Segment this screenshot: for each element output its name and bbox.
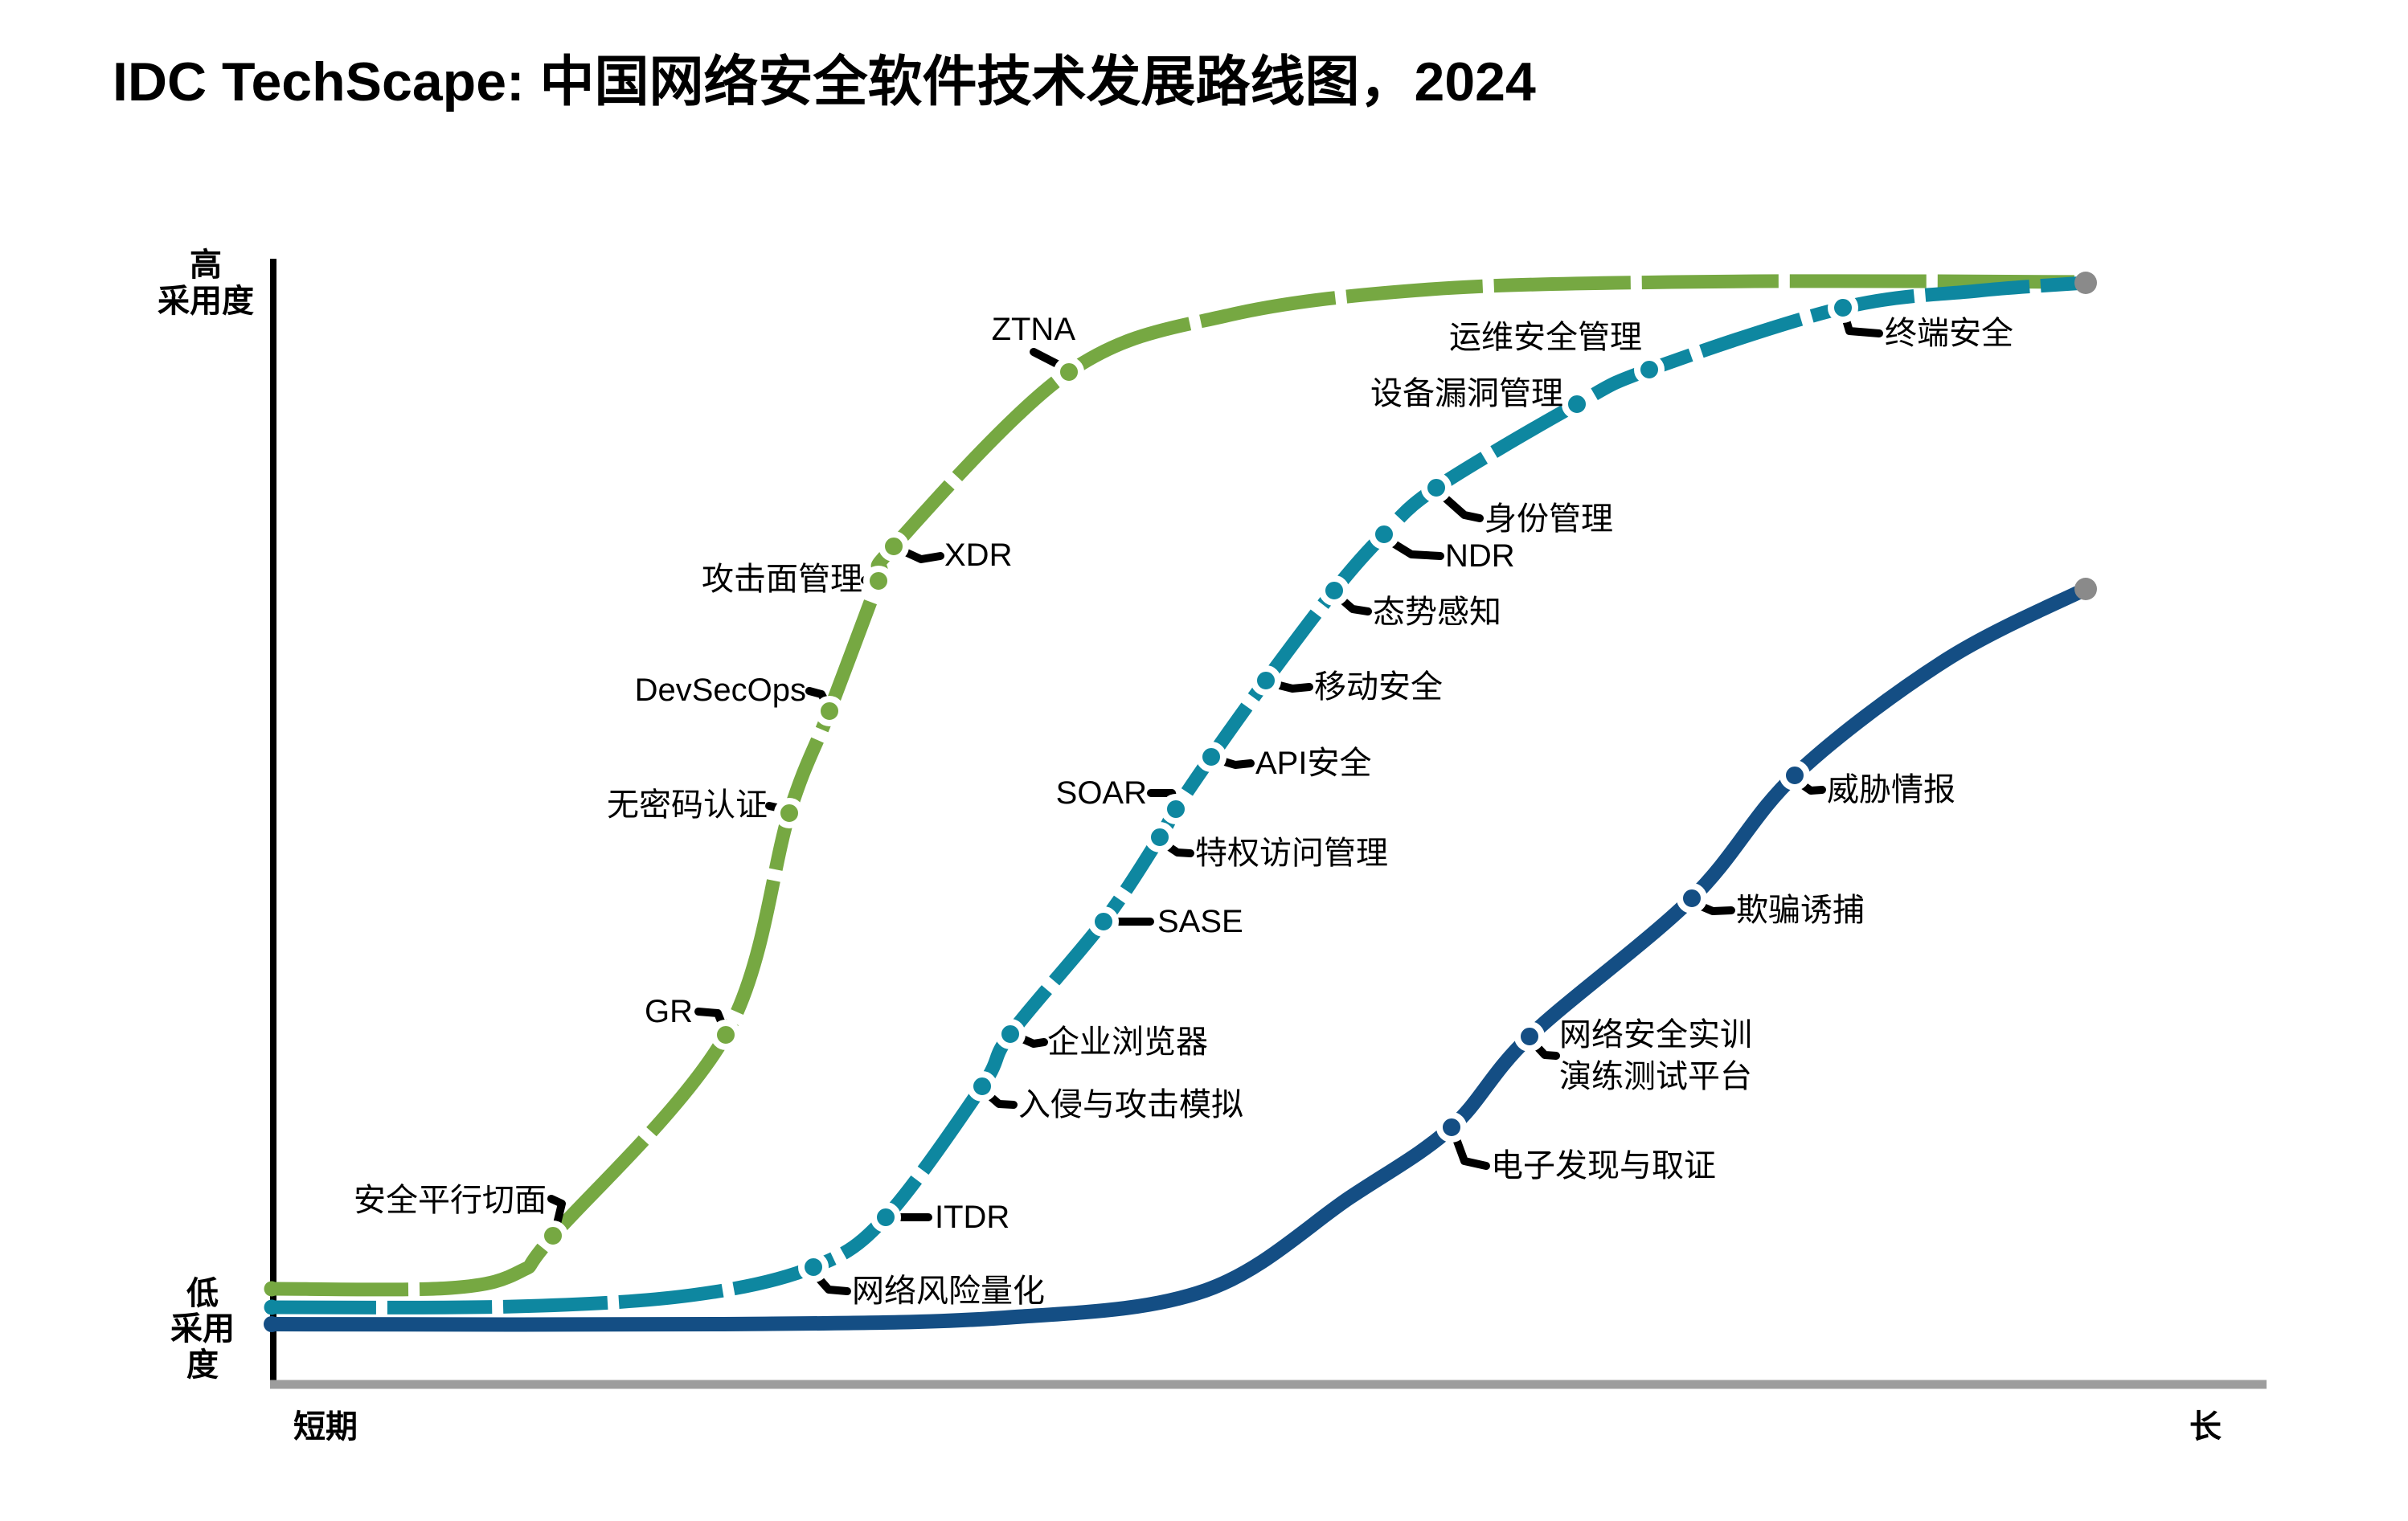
technology-label: 演练测试平台 — [1559, 1059, 1752, 1094]
technology-label: 网络安全实训 — [1559, 1017, 1752, 1053]
technology-point-dot — [1677, 883, 1707, 914]
technology-label: 电子发现与取证 — [1491, 1148, 1716, 1184]
technology-point-dot — [870, 1202, 901, 1233]
chart-title: IDC TechScape: 中国网络安全软件技术发展路线图，2024 — [113, 51, 1536, 112]
technology-point-dot — [1319, 575, 1349, 606]
y-axis-high-label-line1: 高 — [190, 247, 222, 283]
technology-label: 特权访问管理 — [1195, 836, 1388, 871]
technology-label: 身份管理 — [1485, 501, 1613, 537]
technology-label: 网络风险量化 — [852, 1274, 1045, 1309]
green-curve-start-cap — [264, 1281, 280, 1297]
leader-line — [1017, 1034, 1048, 1048]
technology-label: ZTNA — [992, 312, 1076, 347]
technology-label: DevSecOps — [635, 673, 806, 708]
leader-line — [1439, 492, 1484, 522]
technology-point-dot — [1421, 472, 1452, 503]
technology-label: NDR — [1445, 538, 1515, 574]
technology-point-dot — [1514, 1021, 1545, 1052]
blue-curve-start-cap — [264, 1316, 280, 1332]
leader-line — [813, 1273, 851, 1295]
technology-point-dot — [1088, 906, 1119, 937]
technology-label: XDR — [944, 538, 1012, 573]
technology-label: 设备漏洞管理 — [1370, 376, 1563, 411]
adoption-blue-curve — [271, 582, 2090, 1332]
technology-label: 入侵与攻击模拟 — [1018, 1087, 1243, 1122]
leader-line — [1272, 681, 1313, 693]
technology-label: 运维安全管理 — [1449, 320, 1642, 355]
technology-label: 态势感知 — [1373, 595, 1501, 630]
technology-label: SASE — [1157, 904, 1243, 939]
technology-label: 攻击面管理 — [702, 562, 862, 597]
technology-point-dot — [1161, 794, 1191, 824]
technology-label: 终端安全 — [1885, 316, 2013, 351]
curves-group: 安全平行切面 GR 无密码认证 DevSecOps 攻击面管理 XDR ZTNA 网络风险量化… — [264, 272, 2097, 1332]
technology-label: ITDR — [935, 1200, 1009, 1235]
leader-line — [547, 1195, 566, 1228]
y-axis-low-label-line1: 低 — [186, 1276, 219, 1311]
technology-point-dot — [1828, 292, 1858, 323]
technology-point-dot — [967, 1071, 997, 1102]
technology-point-dot — [995, 1019, 1026, 1049]
technology-point-dot — [1634, 354, 1665, 385]
technology-point-dot — [1436, 1112, 1467, 1143]
leader-line — [898, 546, 944, 563]
y-axis-low-label-line2: 采用 — [170, 1311, 235, 1347]
technology-point-dot — [1251, 665, 1281, 696]
technology-point-dot — [1779, 760, 1810, 791]
technology-point-dot — [863, 566, 894, 596]
technology-point-dot — [814, 696, 845, 726]
technology-label: 企业浏览器 — [1047, 1024, 1208, 1060]
teal-curve-start-cap — [264, 1299, 280, 1315]
technology-label: 移动安全 — [1314, 669, 1443, 705]
technology-point-dot — [1562, 389, 1592, 419]
technology-point-dot — [798, 1252, 829, 1282]
technology-point-dot — [1054, 357, 1084, 387]
technology-label: GR — [645, 994, 693, 1029]
technology-point-dot — [1369, 519, 1399, 550]
technology-label: 无密码认证 — [607, 787, 768, 823]
technology-label: 安全平行切面 — [354, 1183, 547, 1218]
y-axis-low-label-line3: 度 — [186, 1347, 219, 1383]
x-axis-long-term-label: 长 — [2189, 1409, 2222, 1445]
technology-point-dot — [1145, 822, 1175, 852]
technology-point-dot — [878, 531, 909, 562]
technology-point-dot — [1196, 742, 1227, 772]
x-axis-short-term-label: 短期 — [293, 1409, 358, 1445]
technology-label: SOAR — [1056, 775, 1147, 811]
technology-label: 威胁情报 — [1827, 772, 1955, 808]
technology-label: 欺骗诱捕 — [1736, 893, 1865, 928]
curve-end-dot — [2074, 272, 2097, 294]
adoption-green-curve — [271, 274, 2087, 1297]
curve-end-dot — [2074, 578, 2097, 600]
leader-line — [1452, 1133, 1490, 1170]
technology-point-dot — [538, 1220, 568, 1251]
technology-point-dot — [711, 1020, 741, 1050]
technology-label: API安全 — [1255, 746, 1371, 781]
leader-line — [1386, 538, 1444, 560]
technology-point-dot — [774, 798, 805, 828]
y-axis-high-label-line2: 采用度 — [158, 284, 254, 319]
